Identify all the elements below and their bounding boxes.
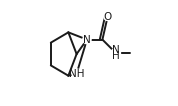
Text: NH: NH: [69, 69, 84, 79]
Text: H: H: [112, 51, 120, 61]
Circle shape: [83, 35, 91, 44]
Text: N: N: [112, 45, 120, 55]
Circle shape: [111, 48, 121, 58]
Circle shape: [104, 13, 111, 20]
Text: O: O: [103, 12, 112, 22]
Circle shape: [72, 69, 81, 78]
Text: N: N: [83, 35, 91, 45]
